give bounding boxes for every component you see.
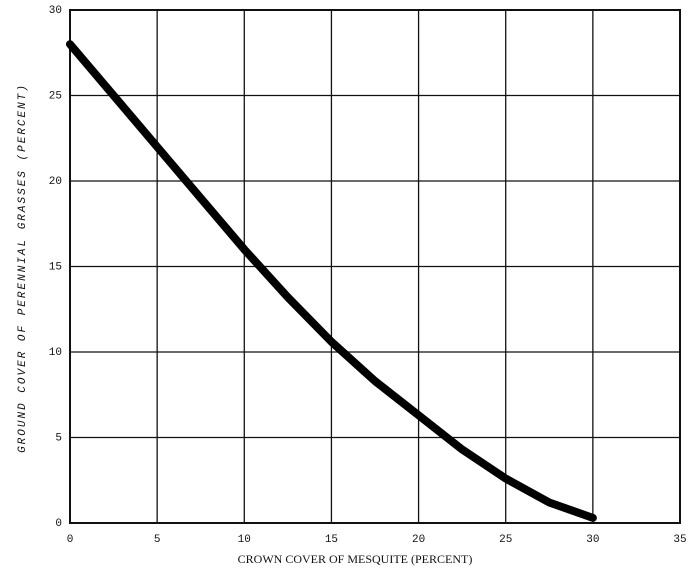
y-tick-label: 5 — [55, 432, 62, 444]
y-tick-label: 25 — [49, 90, 62, 102]
x-tick-label: 0 — [67, 534, 74, 546]
plot-frame — [69, 9, 681, 524]
x-tick-label: 15 — [325, 534, 338, 546]
y-tick-label: 0 — [55, 518, 62, 530]
x-tick-label: 25 — [499, 534, 512, 546]
y-axis-title: GROUND COVER OF PERENNIAL GRASSES (PERCE… — [17, 83, 29, 453]
x-tick-label: 5 — [154, 534, 161, 546]
y-tick-label: 20 — [49, 176, 62, 188]
y-tick-label: 15 — [49, 261, 62, 273]
x-tick-label: 10 — [238, 534, 251, 546]
y-tick-label: 30 — [49, 5, 62, 17]
x-tick-label: 35 — [673, 534, 686, 546]
data-line — [66, 40, 597, 522]
x-tick-label: 20 — [412, 534, 425, 546]
x-axis-title: CROWN COVER OF MESQUITE (PERCENT) — [238, 552, 473, 566]
x-tick-label: 30 — [586, 534, 599, 546]
y-tick-label: 10 — [49, 347, 62, 359]
